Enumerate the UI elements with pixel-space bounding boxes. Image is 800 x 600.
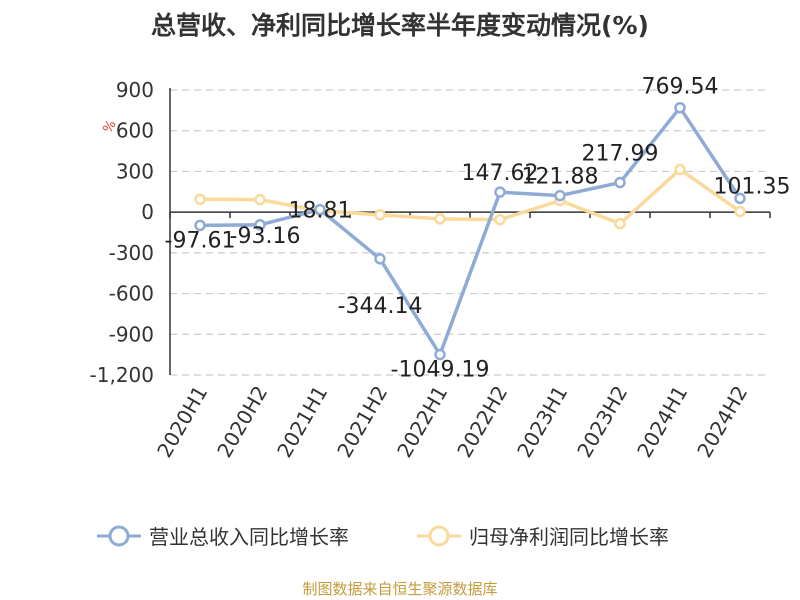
legend-line-icon [97,525,141,546]
data-point-revenue [554,189,566,202]
data-point-revenue [494,186,506,198]
series-line-profit [199,167,742,226]
data-label: 217.99 [582,142,659,167]
data-label: 101.35 [714,174,791,199]
legend: 营业总收入同比增长率 归母净利润同比增长率 [0,521,800,551]
y-tick-label: -1,200 [90,363,154,387]
x-tick-label: 2021H2 [332,382,392,462]
data-label: -344.14 [338,294,423,319]
y-tick-label: 0 [141,200,154,224]
x-tick-label: 2021H1 [272,382,332,462]
data-point-revenue [254,219,266,231]
y-tick-label: 600 [116,119,154,143]
data-label: 121.88 [522,165,599,190]
data-label: -97.61 [165,228,236,253]
x-tick-label: 2020H2 [212,382,272,462]
data-point-profit [614,217,626,230]
x-tick-label: 2024H2 [692,382,752,462]
x-tick-label: 2022H1 [392,382,452,462]
legend-label-revenue: 营业总收入同比增长率 [149,525,349,549]
data-point-profit [734,205,746,218]
x-tick-label: 2022H2 [452,382,512,462]
legend-item-profit[interactable]: 归母净利润同比增长率 [415,521,669,550]
data-point-revenue [614,176,626,189]
data-point-profit [194,193,206,205]
data-label: 18.81 [289,199,352,224]
x-tick-label: 2023H2 [572,382,632,462]
data-point-revenue [374,253,386,265]
legend-label-profit: 归母净利润同比增长率 [469,525,669,549]
chart-title: 总营收、净利同比增长率半年度变动情况(%) [151,11,649,40]
legend-item-revenue[interactable]: 营业总收入同比增长率 [95,521,349,550]
y-tick-label: -300 [109,241,154,265]
x-tick-label: 2020H1 [152,382,212,462]
x-tick-label: 2023H1 [512,382,572,462]
data-point-revenue [674,101,686,114]
data-label: -1049.19 [391,358,490,383]
data-source-note: 制图数据来自恒生聚源数据库 [302,580,498,598]
data-label: -93.16 [230,224,301,249]
data-label: 769.54 [642,75,719,100]
data-point-profit [374,209,386,221]
y-tick-label: -900 [109,322,154,346]
data-point-profit [494,213,506,226]
y-tick-label: -600 [109,282,154,306]
data-point-revenue [314,203,326,216]
y-tick-label: 900 [116,78,154,102]
data-point-revenue [434,348,446,361]
data-point-revenue [734,192,746,205]
data-point-revenue [194,219,206,232]
legend-line-icon [417,525,461,546]
data-label: 147.62 [462,161,539,186]
data-point-profit [674,163,686,176]
y-tick-label: 300 [116,159,154,183]
data-point-profit [254,193,266,206]
series-line-revenue [199,105,742,357]
data-point-profit [434,213,446,225]
x-tick-label: 2024H1 [632,382,692,462]
